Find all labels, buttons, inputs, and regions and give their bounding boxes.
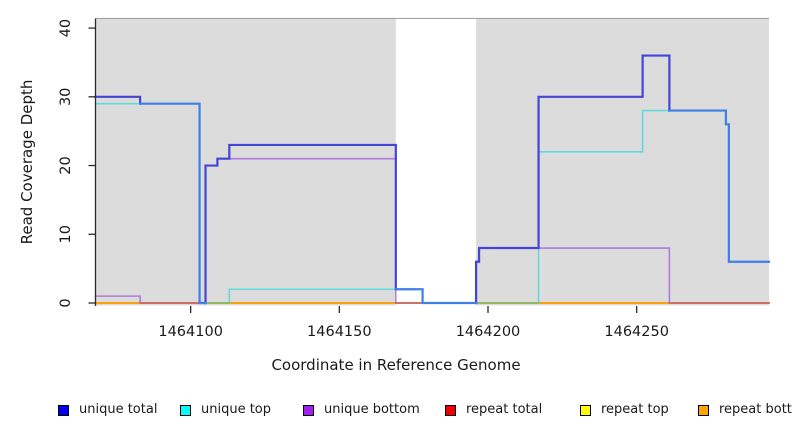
legend: unique total unique top unique bottom repea… — [0, 400, 792, 424]
shaded-region-2 — [476, 18, 769, 306]
x-axis-title: Coordinate in Reference Genome — [271, 356, 521, 374]
y-axis-title: Read Coverage Depth — [18, 79, 36, 245]
legend-item-unique-total: unique total — [58, 400, 157, 420]
x-tick-label: 1464100 — [158, 324, 223, 340]
series-unique-total-overlap-top — [139, 102, 771, 305]
y-tick-label: 10 — [58, 225, 74, 243]
legend-label-unique-total: unique total — [79, 402, 158, 417]
legend-label-repeat-total: repeat total — [466, 402, 543, 417]
legend-label-unique-bottom: unique bottom — [324, 402, 420, 417]
legend-swatch-repeat-total-icon — [445, 404, 456, 416]
legend-item-repeat-total: repeat total — [445, 400, 542, 420]
legend-label-repeat-top: repeat top — [601, 402, 669, 417]
series-unique-total — [94, 54, 671, 305]
x-tick-label: 1464150 — [307, 324, 372, 340]
shaded-region-1 — [95, 18, 396, 306]
legend-swatch-repeat-top-icon — [580, 404, 591, 416]
legend-swatch-unique-bottom-icon — [303, 404, 314, 416]
legend-item-unique-bottom: unique bottom — [303, 400, 420, 420]
legend-item-repeat-top: repeat top — [580, 400, 669, 420]
y-tick-label: 0 — [58, 298, 74, 307]
legend-swatch-repeat-bottom-icon — [698, 404, 709, 416]
x-tick-label: 1464250 — [604, 324, 669, 340]
x-tick-label: 1464200 — [456, 324, 521, 340]
legend-label-unique-top: unique top — [201, 402, 272, 417]
legend-swatch-unique-total-icon — [58, 404, 69, 416]
legend-item-repeat-bottom: repeat bottom — [698, 400, 792, 420]
y-tick-label: 30 — [58, 88, 74, 106]
y-tick-label: 40 — [58, 19, 74, 37]
legend-swatch-unique-top-icon — [180, 404, 191, 416]
legend-item-unique-top: unique top — [180, 400, 271, 420]
legend-label-repeat-bottom: repeat bottom — [719, 402, 792, 417]
y-tick-label: 20 — [58, 156, 74, 174]
